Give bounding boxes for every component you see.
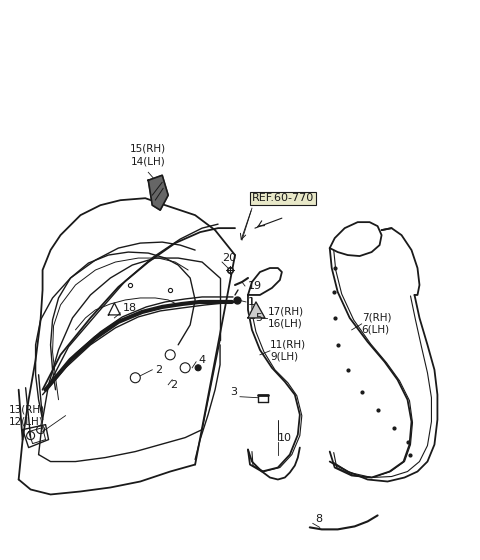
Text: 8: 8 <box>315 515 322 524</box>
Circle shape <box>195 365 201 371</box>
Text: 10: 10 <box>278 433 292 442</box>
Text: 18: 18 <box>122 303 136 313</box>
Text: 5: 5 <box>255 313 262 323</box>
Text: 12(LH): 12(LH) <box>9 417 43 427</box>
Text: 19: 19 <box>248 281 262 291</box>
Text: 7(RH): 7(RH) <box>361 313 391 323</box>
Polygon shape <box>248 302 265 318</box>
Polygon shape <box>148 175 168 210</box>
Text: 4: 4 <box>198 355 205 365</box>
Text: 14(LH): 14(LH) <box>131 156 166 166</box>
Text: 13(RH): 13(RH) <box>9 405 45 414</box>
Text: 2: 2 <box>170 380 177 390</box>
Text: 2: 2 <box>155 365 162 375</box>
Text: 9(LH): 9(LH) <box>270 352 298 362</box>
Text: 20: 20 <box>222 253 236 263</box>
Text: 15(RH): 15(RH) <box>130 143 167 153</box>
Text: 11(RH): 11(RH) <box>270 340 306 350</box>
Text: 6(LH): 6(LH) <box>361 325 390 335</box>
Text: 1: 1 <box>248 297 255 307</box>
Text: REF.60-770: REF.60-770 <box>252 193 314 203</box>
Text: 3: 3 <box>230 387 237 396</box>
Text: 16(LH): 16(LH) <box>268 319 303 329</box>
Text: 17(RH): 17(RH) <box>268 307 304 317</box>
